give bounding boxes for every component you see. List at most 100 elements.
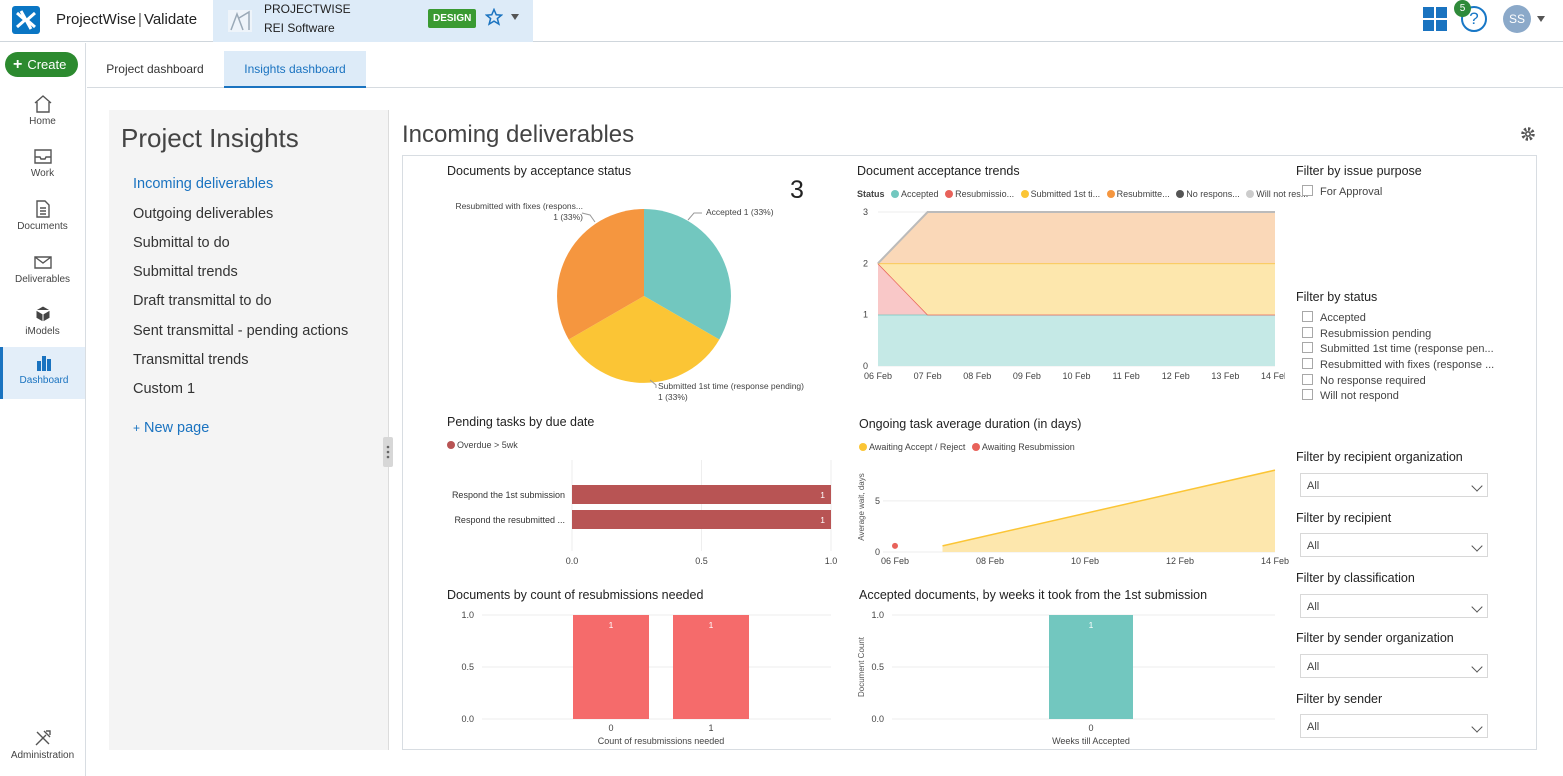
sidebar-item-sent-transmittal[interactable]: Sent transmittal - pending actions [133, 323, 349, 339]
legend-dot [1176, 190, 1185, 198]
tab-insights-dashboard[interactable]: Insights dashboard [224, 51, 366, 88]
checkbox[interactable] [1302, 327, 1313, 338]
select-value: All [1307, 540, 1320, 552]
sidebar-item-submittal-to-do[interactable]: Submittal to do [133, 235, 230, 251]
checkbox[interactable] [1302, 358, 1313, 369]
nav-deliverables[interactable]: Deliverables [0, 246, 85, 298]
trends-legend: Status Accepted Resubmissio... Submitted… [857, 189, 1308, 199]
nav-home[interactable]: Home [0, 88, 85, 140]
filter-option[interactable]: Submitted 1st time (response pen... [1302, 342, 1494, 355]
tools-icon [35, 730, 51, 746]
x-tick-label: 08 Feb [963, 371, 991, 381]
pie-label-submitted-count: 1 (33%) [658, 392, 688, 402]
project-selector[interactable]: PROJECTWISE REI Software DESIGN [213, 0, 533, 42]
nav-administration[interactable]: Administration [0, 728, 85, 761]
document-icon [35, 200, 50, 218]
bar-1 [572, 510, 831, 529]
nav-work[interactable]: Work [0, 140, 85, 192]
chart-title-weeks-accepted: Accepted documents, by weeks it took fro… [859, 588, 1208, 602]
notification-badge[interactable]: 5 [1454, 0, 1471, 17]
classification-select[interactable]: All [1300, 594, 1488, 618]
legend-awaiting-accept[interactable]: Awaiting Accept / Reject [869, 442, 966, 452]
cube-icon [35, 305, 50, 323]
legend-awaiting-resubmission[interactable]: Awaiting Resubmission [981, 442, 1075, 452]
plus-icon: + [13, 56, 23, 73]
weeks-accepted-chart: 0.0 0.5 1.0 Document Count 1 0 Weeks till Acce… [857, 610, 1275, 746]
legend-resubmitted[interactable]: Resubmitte... [1116, 189, 1170, 199]
pie-label-resubmitted-count: 1 (33%) [553, 212, 583, 222]
legend-dot [891, 190, 900, 198]
filter-option[interactable]: Resubmitted with fixes (response ... [1302, 358, 1494, 371]
sidebar-item-outgoing-deliverables[interactable]: Outgoing deliverables [133, 206, 274, 222]
create-button[interactable]: + Create [5, 52, 78, 77]
sidebar-item-incoming-deliverables[interactable]: Incoming deliverables [133, 176, 274, 192]
user-menu-chevron-icon[interactable] [1537, 16, 1545, 22]
bar-0 [572, 485, 831, 504]
apps-grid-icon[interactable] [1423, 7, 1447, 36]
line-1 [877, 262, 1275, 316]
help-icon[interactable]: ? [1461, 6, 1487, 32]
pie-slice-resubmitted[interactable] [557, 209, 644, 340]
pie-slice-accepted[interactable] [644, 209, 731, 340]
x-tick-label: 12 Feb [1166, 556, 1194, 566]
legend-submitted[interactable]: Submitted 1st ti... [1030, 189, 1101, 199]
filter-recipient-org-title: Filter by recipient organization [1296, 450, 1463, 464]
legend-overdue[interactable]: Overdue > 5wk [457, 440, 518, 450]
user-avatar[interactable]: SS [1503, 5, 1531, 33]
legend-resubmission[interactable]: Resubmissio... [955, 189, 1015, 199]
favorite-star-icon[interactable] [484, 7, 504, 31]
filter-option[interactable]: Will not respond [1302, 389, 1399, 402]
sidebar-item-custom-1[interactable]: Custom 1 [133, 381, 196, 397]
filter-recipient-title: Filter by recipient [1296, 511, 1392, 525]
legend-will-not-respond[interactable]: Will not res... [1256, 189, 1309, 199]
nav-imodels[interactable]: iModels [0, 298, 85, 350]
nav-documents-label: Documents [17, 221, 68, 232]
checkbox[interactable] [1302, 342, 1313, 353]
select-value: All [1307, 721, 1320, 733]
sender-select[interactable]: All [1300, 714, 1488, 738]
tab-project-dashboard[interactable]: Project dashboard [106, 62, 204, 76]
new-page-label: New page [144, 420, 210, 436]
y-tick-label: 3 [863, 207, 868, 217]
legend-accepted[interactable]: Accepted [901, 189, 939, 199]
filter-option-label: No response required [1320, 375, 1426, 387]
pie-slice-submitted[interactable] [568, 296, 720, 383]
bar-0 [1049, 615, 1133, 719]
plus-icon: + [133, 421, 141, 435]
panel-resize-handle[interactable] [383, 437, 393, 467]
gear-icon[interactable] [1518, 124, 1538, 149]
recipient-select[interactable]: All [1300, 533, 1488, 557]
line-total [877, 211, 1275, 265]
legend-dot [1246, 190, 1255, 198]
x-tick-label: 10 Feb [1062, 371, 1090, 381]
chevron-down-icon [1471, 601, 1483, 613]
pie-label-accepted: Accepted 1 (33%) [706, 207, 774, 217]
y-tick-label: 1.0 [871, 610, 884, 620]
acceptance-trends-chart: 0 1 2 3 06 Feb 07 Feb 08 Feb 09 Feb 10 Feb 11 Feb… [863, 207, 1285, 381]
legend-no-response[interactable]: No respons... [1186, 189, 1240, 199]
project-menu-chevron-icon[interactable] [511, 14, 519, 20]
checkbox[interactable] [1302, 389, 1313, 400]
y-tick-label: 0 [863, 361, 868, 371]
sidebar-item-transmittal-trends[interactable]: Transmittal trends [133, 352, 249, 368]
nav-documents[interactable]: Documents [0, 193, 85, 245]
sidebar-item-submittal-trends[interactable]: Submittal trends [133, 264, 238, 280]
recipient-org-select[interactable]: All [1300, 473, 1488, 497]
checkbox[interactable] [1302, 185, 1313, 196]
nav-dashboard[interactable]: Dashboard [0, 347, 85, 399]
filter-option[interactable]: Resubmission pending [1302, 327, 1431, 340]
checkbox[interactable] [1302, 311, 1313, 322]
pending-tasks-chart: 0.0 0.5 1.0 1 Respond the 1st submission 1 Res… [452, 460, 837, 566]
create-button-label: Create [27, 57, 67, 72]
projectwise-logo-icon[interactable] [12, 6, 40, 34]
filter-option[interactable]: No response required [1302, 374, 1426, 387]
legend-dot [859, 443, 867, 451]
checkbox[interactable] [1302, 374, 1313, 385]
nav-dashboard-label: Dashboard [19, 375, 69, 386]
filter-option[interactable]: For Approval [1302, 185, 1382, 198]
sidebar-item-draft-transmittal[interactable]: Draft transmittal to do [133, 293, 272, 309]
filter-option[interactable]: Accepted [1302, 311, 1366, 324]
sender-org-select[interactable]: All [1300, 654, 1488, 678]
new-page-link[interactable]: + New page [133, 420, 209, 436]
tab-bar: Project dashboard Insights dashboard [87, 43, 1563, 88]
